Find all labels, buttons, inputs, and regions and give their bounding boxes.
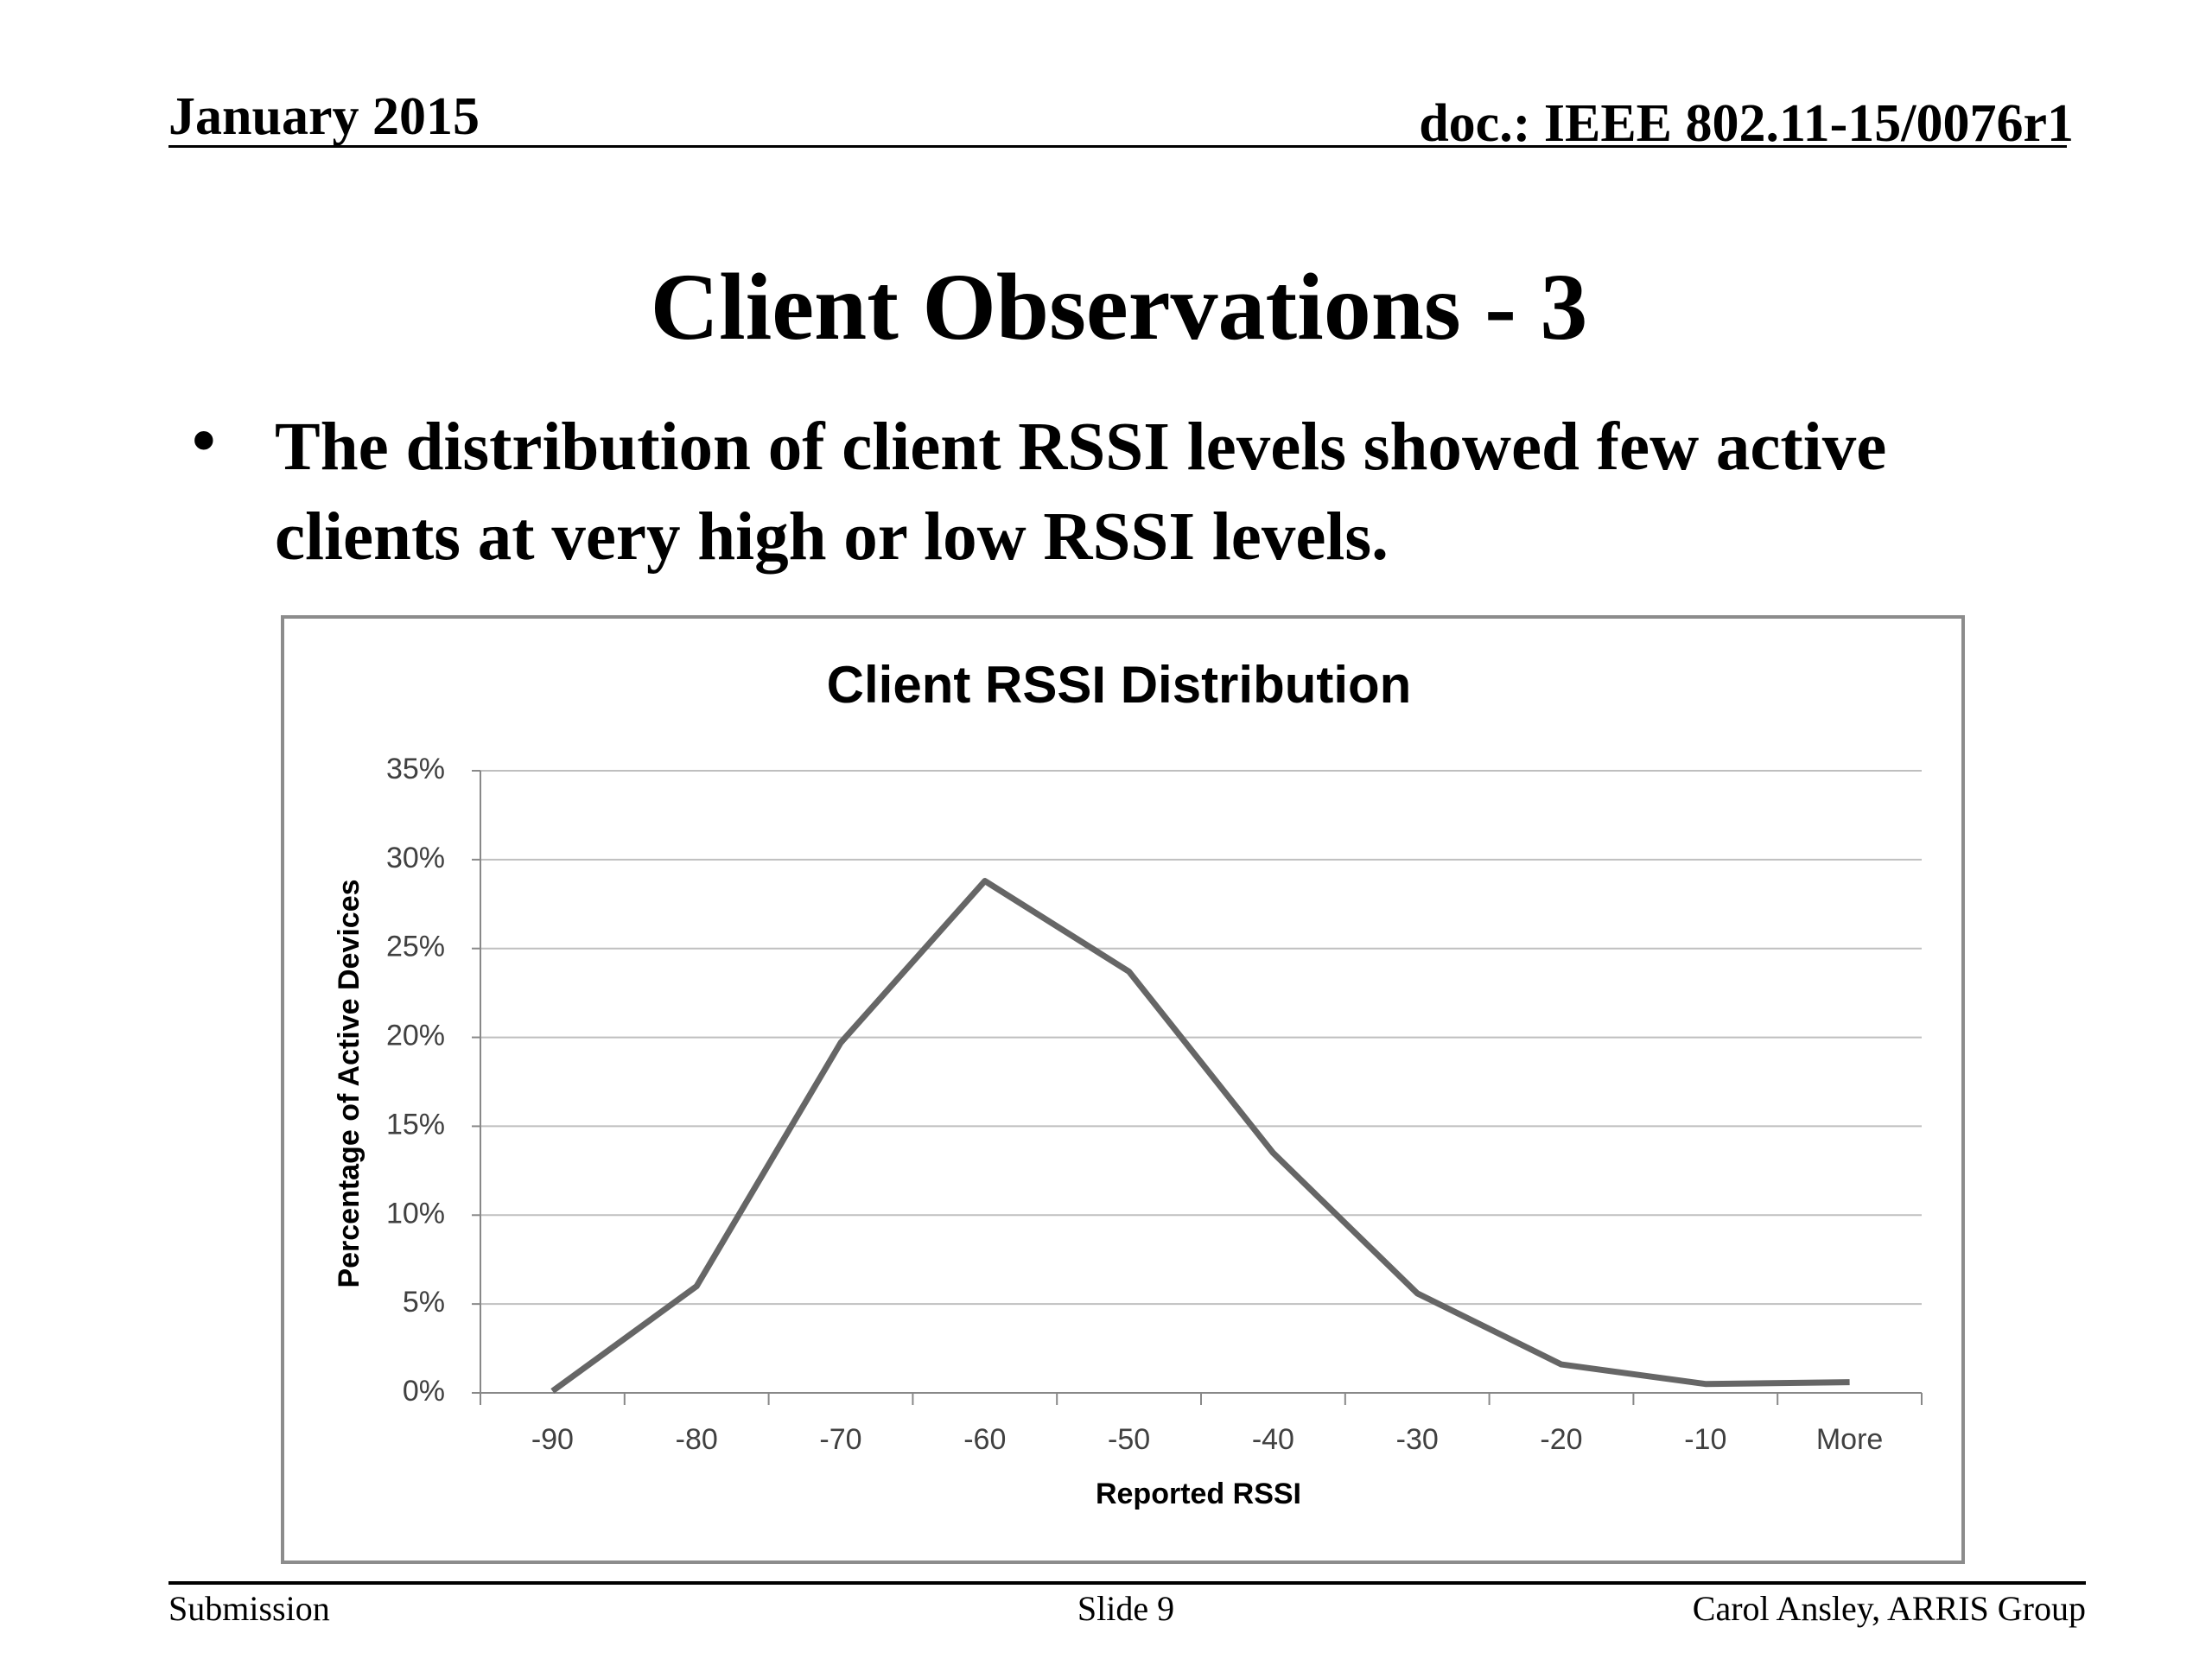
x-tick-label: -60 (963, 1423, 1006, 1456)
data-line (550, 878, 1850, 1394)
x-tick-label: -80 (676, 1423, 718, 1456)
slide-title: Client Observations - 3 (650, 254, 1588, 359)
chart-frame (281, 615, 1965, 1564)
y-tick-label: 0% (403, 1375, 445, 1408)
footer-left: Submission (168, 1589, 330, 1628)
y-tick-label: 10% (386, 1197, 445, 1230)
y-axis-title: Percentage of Active Devices (333, 879, 365, 1287)
header-date: January 2015 (168, 87, 480, 146)
x-tick-label: -20 (1540, 1423, 1582, 1456)
x-tick-label: -50 (1108, 1423, 1150, 1456)
x-tick-label: -90 (531, 1423, 574, 1456)
y-tick-label: 5% (403, 1286, 445, 1319)
bullet-marker: • (192, 404, 216, 479)
x-tick-label: More (1816, 1423, 1883, 1456)
y-tick-label: 15% (386, 1108, 445, 1141)
footer-rule (168, 1581, 2086, 1585)
header-doc: doc.: IEEE 802.11-15/0076r1 (1419, 94, 2074, 153)
x-tick-label: -10 (1684, 1423, 1726, 1456)
bullet-text: The distribution of client RSSI levels s… (275, 410, 1887, 575)
x-tick-label: -70 (819, 1423, 861, 1456)
y-tick-label: 20% (386, 1020, 445, 1052)
footer-right: Carol Ansley, ARRIS Group (1692, 1589, 2086, 1628)
x-tick-label: -30 (1396, 1423, 1439, 1456)
y-tick-label: 25% (386, 931, 445, 963)
x-axis-title: Reported RSSI (1096, 1478, 1301, 1510)
chart-title: Client RSSI Distribution (827, 656, 1412, 714)
y-tick-label: 35% (386, 753, 445, 785)
y-tick-label: 30% (386, 842, 445, 874)
footer-center: Slide 9 (1077, 1589, 1175, 1628)
x-tick-label: -40 (1252, 1423, 1294, 1456)
header-rule (168, 145, 2067, 148)
